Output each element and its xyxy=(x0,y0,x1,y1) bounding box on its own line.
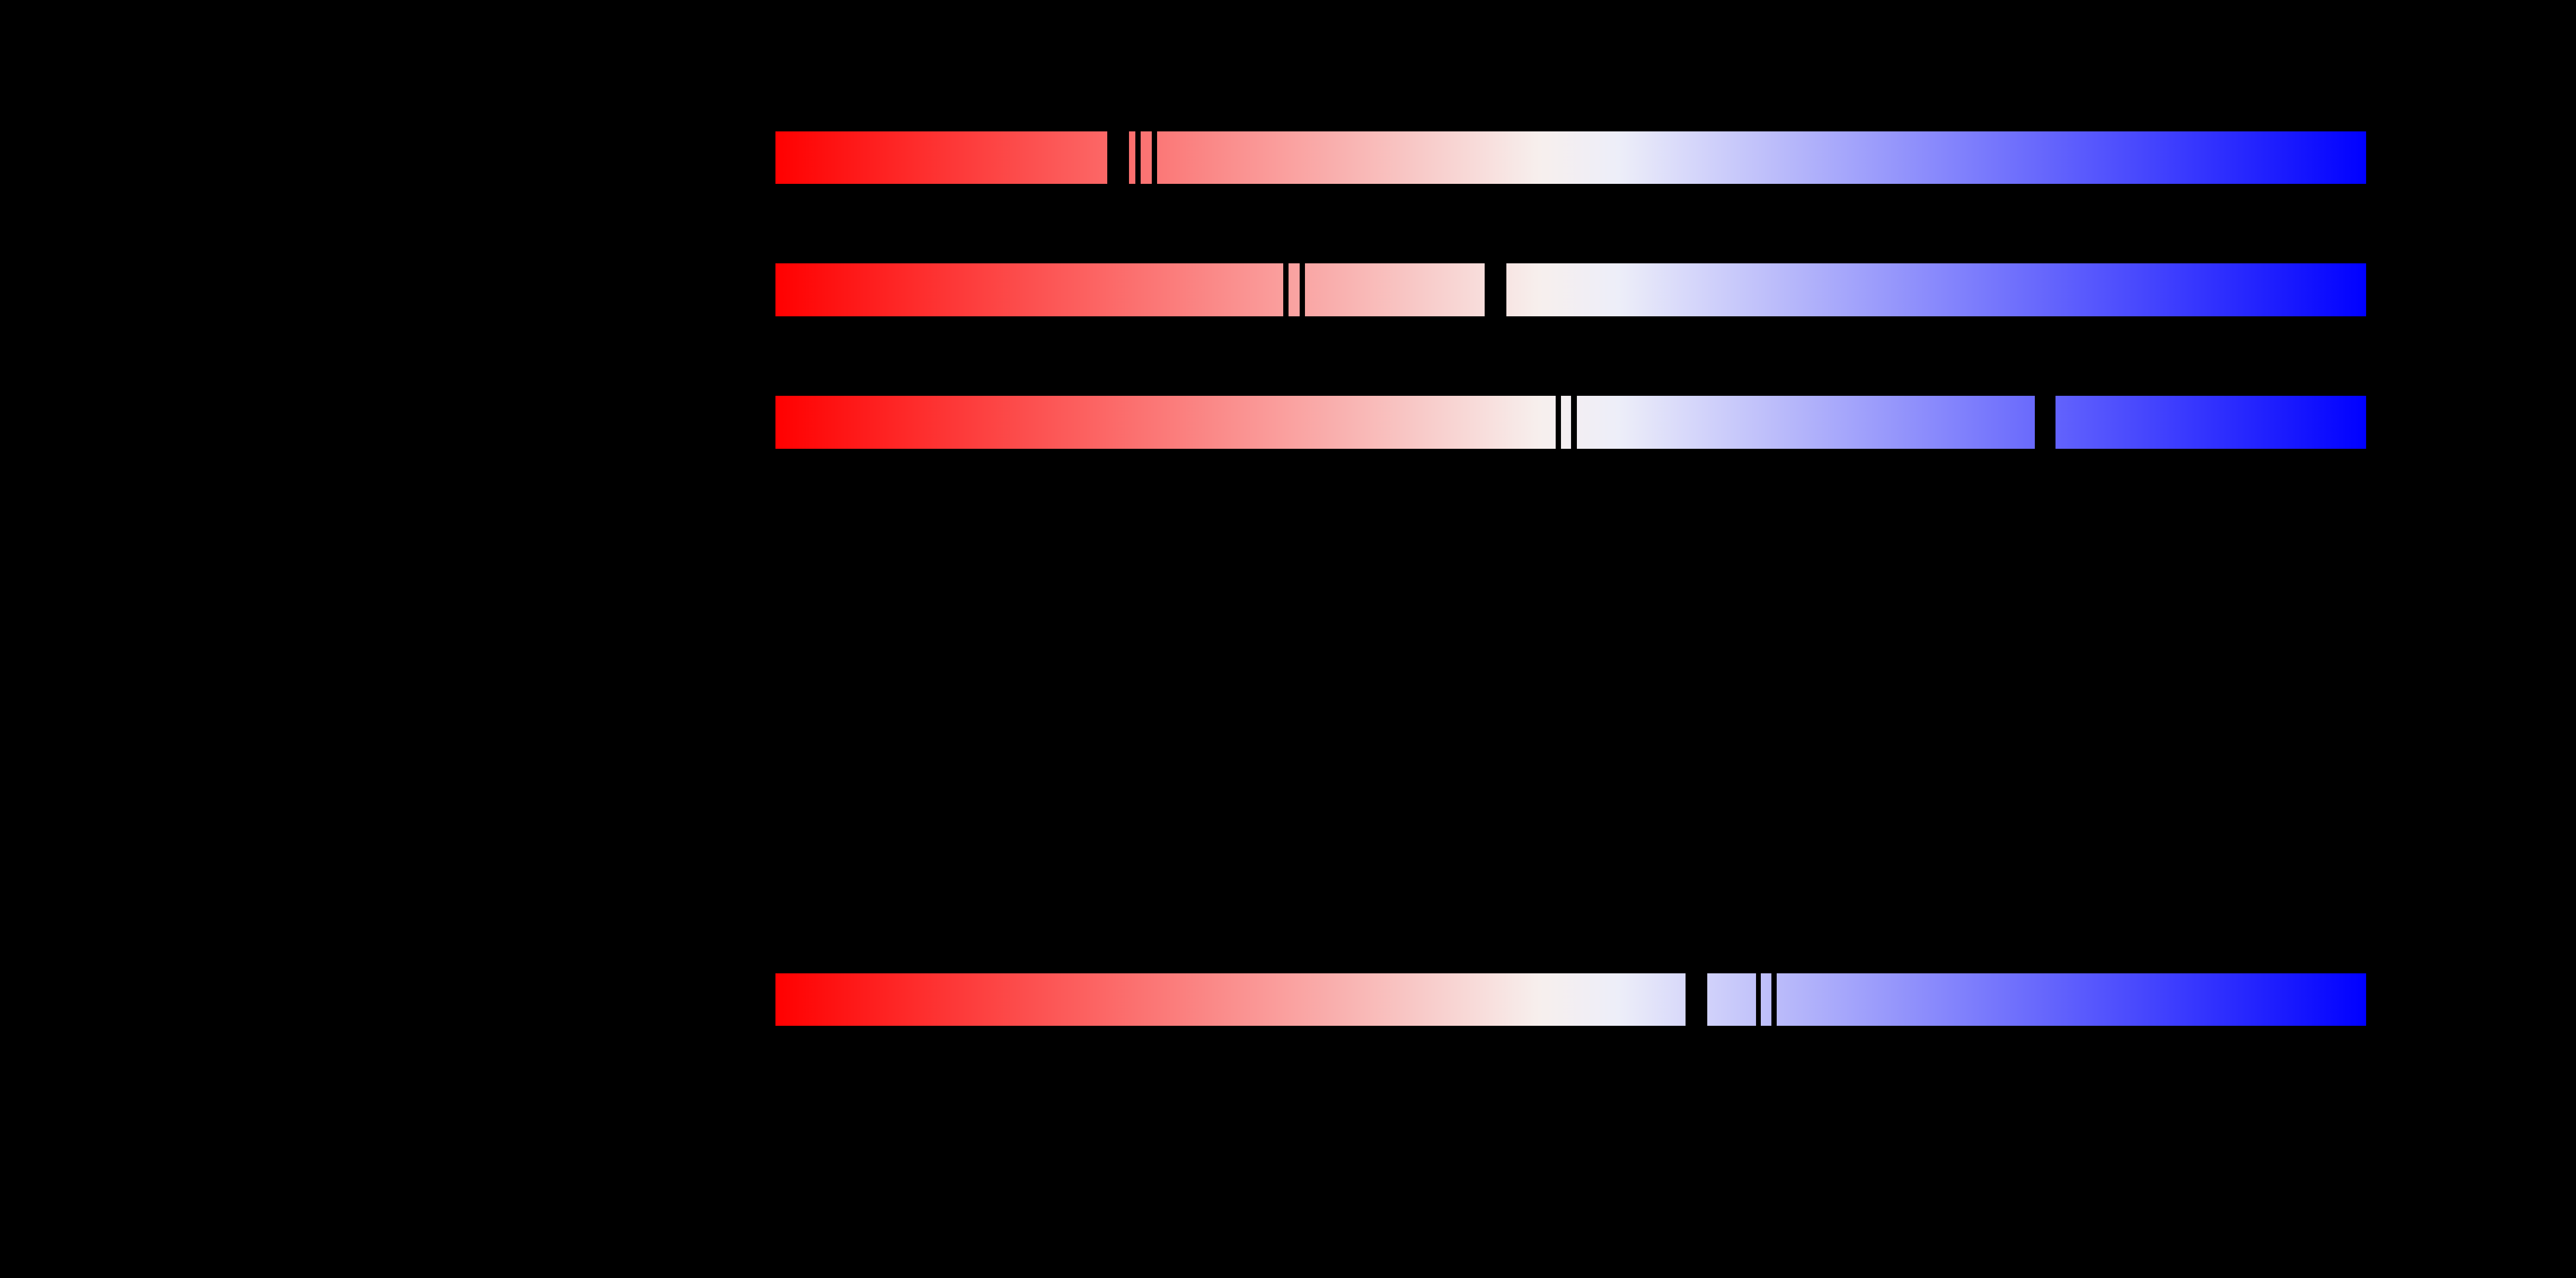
tick-cut xyxy=(1756,973,1761,1026)
tick-cut xyxy=(1283,263,1289,317)
gradient-bar-2 xyxy=(775,263,2366,317)
wide-gap-cut xyxy=(1485,263,1506,317)
tick-cut xyxy=(1571,395,1577,449)
gradient-bar-4 xyxy=(775,973,2366,1026)
wide-gap-cut xyxy=(2035,395,2055,449)
wide-gap-cut xyxy=(1686,973,1707,1026)
tick-cut xyxy=(1556,395,1561,449)
gradient-bar-1 xyxy=(775,131,2366,184)
tick-cut xyxy=(1300,263,1305,317)
tick-cut xyxy=(1152,131,1157,184)
tick-cut xyxy=(1771,973,1777,1026)
wide-gap-cut xyxy=(1107,131,1129,184)
tick-cut xyxy=(1135,131,1141,184)
gradient-bar-3 xyxy=(775,395,2366,449)
